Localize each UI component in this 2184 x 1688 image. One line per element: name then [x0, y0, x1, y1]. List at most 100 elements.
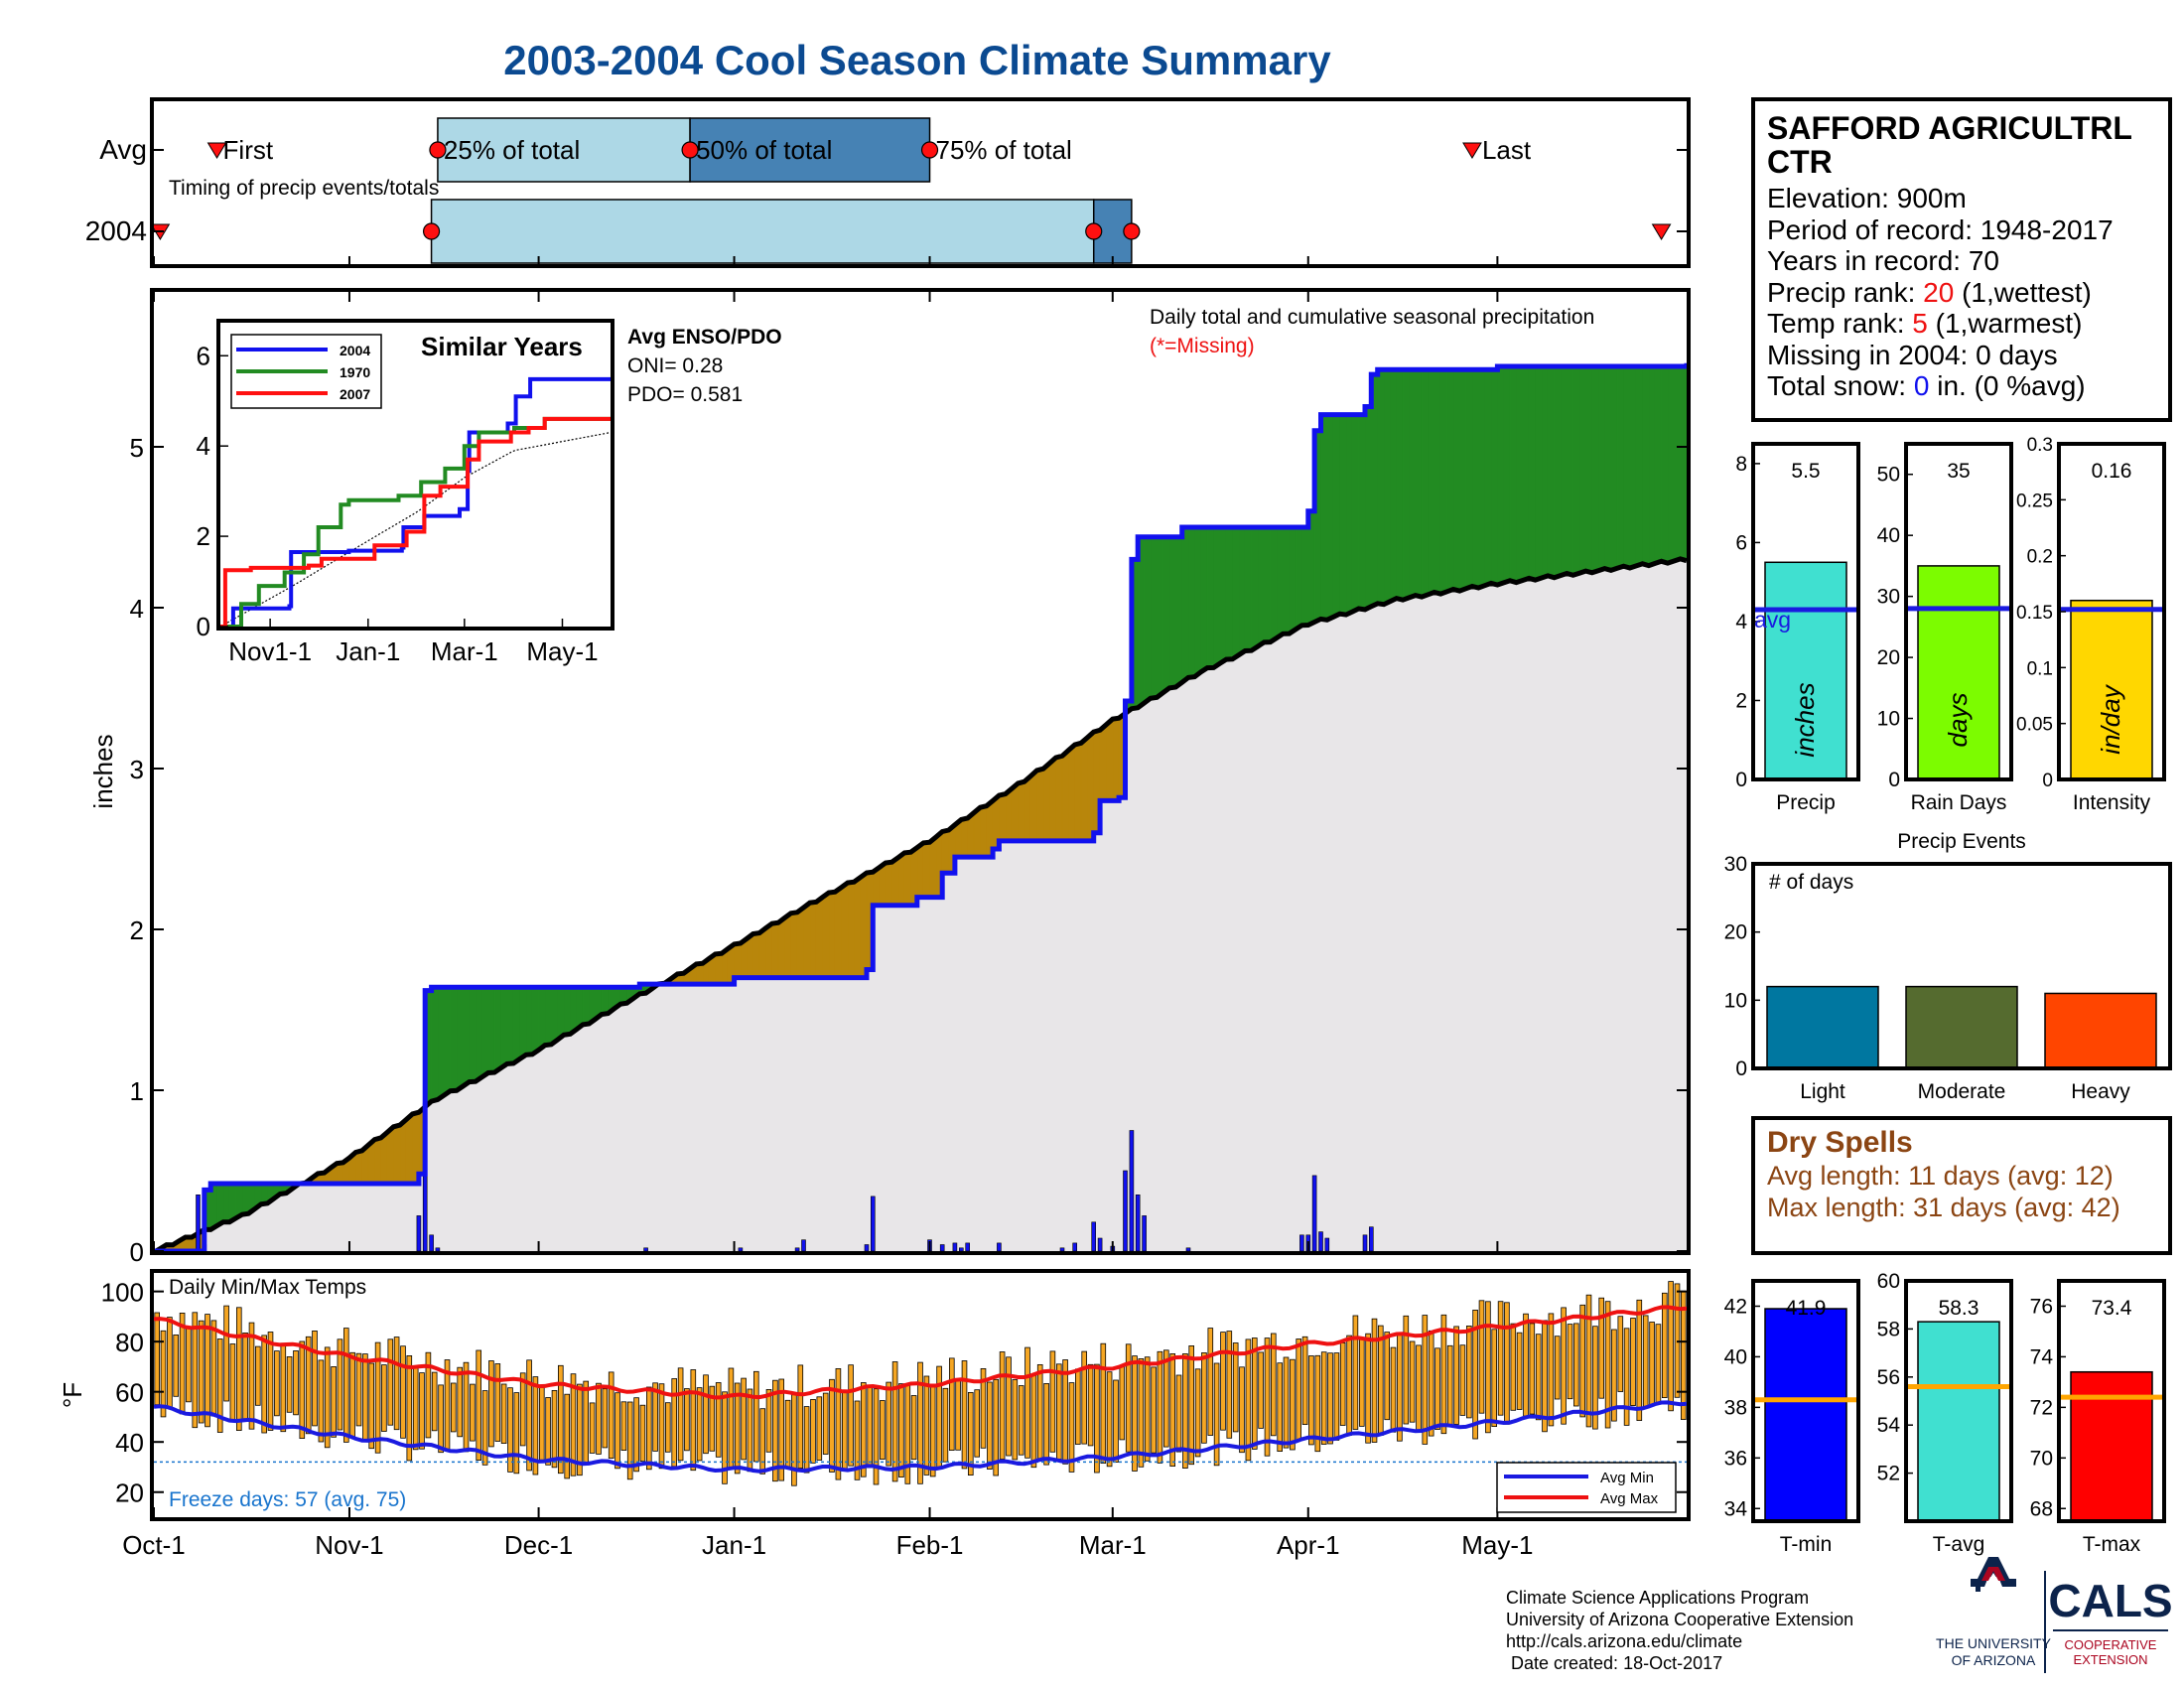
above-average-fill — [241, 1183, 249, 1216]
daily-temp-range-bar — [1232, 1342, 1239, 1433]
similar-years-title: Similar Years — [421, 332, 583, 361]
freeze-days-label: Freeze days: 57 (avg. 75) — [169, 1488, 406, 1511]
timing-quartile-marker — [429, 141, 447, 159]
cumulative-2004-line — [154, 362, 1690, 1254]
above-average-fill — [456, 987, 464, 1090]
daily-temp-range-bar — [936, 1365, 942, 1468]
daily-temp-range-bar — [1220, 1332, 1226, 1431]
above-average-fill — [1604, 365, 1612, 571]
above-average-fill — [1452, 368, 1460, 592]
precip-events-tick-label: 20 — [1724, 921, 1747, 944]
daily-precip-bar — [738, 1247, 744, 1252]
tmin-summary-tick-label: 42 — [1724, 1295, 1747, 1318]
above-average-fill — [1194, 526, 1201, 676]
above-average-fill — [1219, 526, 1227, 664]
daily-temp-range-bar — [532, 1376, 539, 1476]
above-average-fill — [512, 987, 520, 1063]
daily-temp-range-bar — [759, 1408, 765, 1475]
daily-temp-range-bar — [438, 1384, 444, 1454]
daily-precip-bar — [1362, 1234, 1368, 1252]
daily-temp-range-bar — [1446, 1344, 1453, 1428]
above-average-fill — [1509, 365, 1517, 583]
season-summary-bars: 0 2 4 6 8 5.5 inches avg Precip 0 10 20 30 40 50 35 days… — [1735, 435, 2166, 814]
intensity-summary-tick-label: 0.15 — [2016, 603, 2053, 624]
below-average-fill — [922, 840, 930, 898]
daily-temp-range-bar — [1485, 1301, 1491, 1434]
rain-days-summary-bar — [1917, 565, 2000, 780]
daily-precip-bar — [997, 1242, 1002, 1252]
below-average-fill — [1061, 750, 1069, 842]
temp-y-tick-label: 20 — [115, 1478, 144, 1508]
daily-precip-bar — [864, 1244, 870, 1252]
temperature-y-axis-label: °F — [58, 1382, 87, 1408]
daily-temp-range-bar — [1567, 1324, 1573, 1400]
daily-temp-range-bar — [1352, 1315, 1359, 1430]
daily-precip-bar — [794, 1247, 800, 1252]
daily-temp-range-bar — [602, 1388, 609, 1449]
daily-temp-range-bar — [205, 1314, 210, 1428]
daily-temp-range-bar — [463, 1361, 470, 1453]
daily-temp-range-bar — [608, 1371, 614, 1460]
similar-years-inset: Similar Years 2004 1970 2007 0 2 4 6 Nov1-1 J… — [197, 319, 614, 666]
daily-temp-range-bar — [481, 1390, 488, 1466]
precip-events-bar-heavy — [2044, 992, 2157, 1069]
above-average-fill — [563, 987, 571, 1038]
x-tick-label: Apr-1 — [1277, 1530, 1340, 1560]
daily-temp-range-bar — [614, 1392, 620, 1470]
above-average-fill — [1459, 368, 1466, 591]
daily-temp-range-bar — [1113, 1379, 1119, 1463]
above-average-fill — [1415, 368, 1423, 598]
daily-precip-bar — [965, 1242, 971, 1252]
timing-quartile-marker — [1085, 222, 1103, 240]
daily-temp-range-bar — [1006, 1356, 1012, 1457]
above-average-fill — [1276, 526, 1284, 638]
above-average-fill — [1345, 414, 1353, 615]
timing-quartile-marker — [1123, 222, 1141, 240]
cals-logo-text: CALS — [2048, 1575, 2172, 1626]
daily-precip-bar — [1123, 1170, 1128, 1252]
below-average-fill — [828, 890, 836, 978]
daily-temp-range-bar — [160, 1330, 167, 1418]
above-average-fill — [538, 987, 546, 1052]
above-average-fill — [1162, 536, 1170, 694]
below-average-fill — [1112, 716, 1120, 801]
daily-temp-range-bar — [741, 1377, 747, 1461]
above-average-fill — [1157, 536, 1163, 697]
tavg-summary-tick-label: 60 — [1877, 1270, 1900, 1293]
daily-temp-range-bar — [1188, 1345, 1195, 1466]
x-tick-label: May-1 — [1461, 1530, 1533, 1560]
daily-temp-range-bar — [192, 1312, 199, 1429]
below-average-fill — [747, 934, 753, 978]
below-average-fill — [929, 836, 937, 898]
daily-temp-range-bar — [999, 1351, 1006, 1460]
daily-temp-range-bar — [765, 1389, 772, 1453]
daily-temp-range-bar — [797, 1364, 804, 1470]
rain-days-summary-value-label: 35 — [1947, 460, 1970, 483]
daily-temp-range-bar — [1264, 1337, 1271, 1457]
intensity-summary-tick-label: 0.3 — [2027, 435, 2053, 456]
precip-summary-avg-label: avg — [1754, 607, 1791, 633]
daily-temp-range-bar — [753, 1370, 759, 1463]
daily-temp-range-bar — [822, 1392, 829, 1455]
below-average-fill — [399, 1118, 407, 1185]
daily-temp-range-bar — [980, 1368, 987, 1449]
tmin-summary-tick-label: 34 — [1724, 1497, 1748, 1520]
legend-label-2007: 2007 — [340, 386, 370, 402]
daily-temp-range-bar — [312, 1331, 318, 1427]
below-average-fill — [809, 900, 817, 978]
daily-temp-range-bar — [425, 1351, 432, 1439]
tmax-summary: 68 70 72 74 76 73.4 T-max — [2030, 1279, 2166, 1556]
daily-precip-bar — [1185, 1247, 1191, 1252]
daily-temp-range-bar — [1459, 1344, 1466, 1416]
station-elevation: Elevation: 900m — [1767, 183, 1967, 213]
daily-temp-range-bar — [1416, 1344, 1422, 1432]
cals-coop-line1: COOPERATIVE — [2065, 1637, 2157, 1652]
daily-precip-bar — [958, 1247, 964, 1252]
footer-line-university: University of Arizona Cooperative Extens… — [1506, 1610, 1853, 1629]
station-temp-rank: Temp rank: 5 (1,warmest) — [1767, 308, 2082, 339]
temperature-summary-bars: 34 36 38 40 42 41.9 T-min 52 54 56 58 60 58.3 T-avg 68… — [1724, 1270, 2166, 1556]
daily-temp-range-bar — [564, 1393, 570, 1479]
dry-spells-max-length: Max length: 31 days (avg: 42) — [1767, 1193, 2120, 1222]
inset-y-tick-label: 2 — [197, 521, 210, 551]
y-tick-label: 3 — [130, 755, 144, 784]
